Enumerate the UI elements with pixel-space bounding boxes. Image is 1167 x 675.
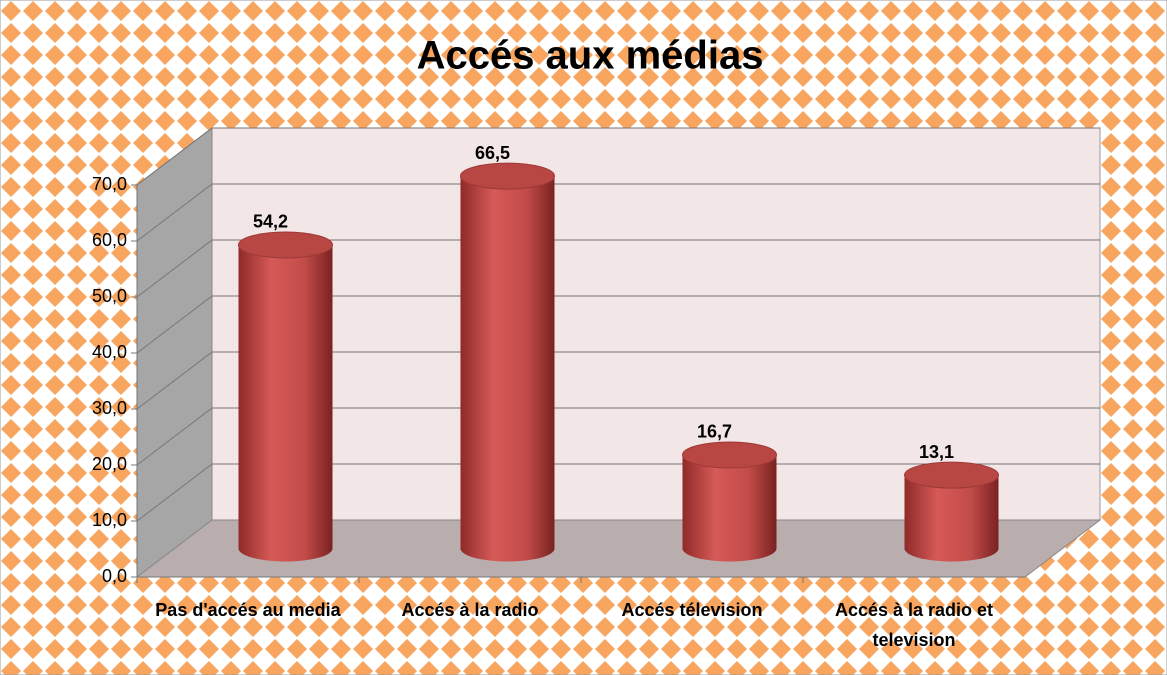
bar-top <box>238 231 333 259</box>
bar <box>904 475 999 562</box>
data-label: 13,1 <box>919 442 954 462</box>
grid-line <box>136 295 1100 354</box>
y-tick-label: 60,0 <box>92 230 127 250</box>
y-tick-label: 20,0 <box>92 454 127 474</box>
x-tick-label: Accés à la radio <box>401 600 539 620</box>
back-wall <box>211 127 1101 521</box>
data-label: 54,2 <box>253 212 288 232</box>
y-tick-label: 40,0 <box>92 342 127 362</box>
y-tick-label: 70,0 <box>92 174 127 194</box>
bar <box>460 176 555 562</box>
x-tick-label: Pas d'accés au media <box>155 600 341 620</box>
side-wall <box>136 126 213 579</box>
grid-line <box>136 463 1100 522</box>
y-tick-label: 50,0 <box>92 286 127 306</box>
bar-top <box>460 162 555 190</box>
bar-top <box>682 441 777 469</box>
x-tick-label: Accés télevision <box>621 600 763 620</box>
x-tick-label: Accés à la radio et television <box>834 600 994 650</box>
bar <box>682 454 777 562</box>
bar <box>238 244 333 562</box>
grid-line <box>136 183 1100 242</box>
y-tick-label: 10,0 <box>92 510 127 530</box>
grid-line <box>136 407 1100 466</box>
y-tick-label: 30,0 <box>92 398 127 418</box>
y-tick-label: 0,0 <box>102 566 127 586</box>
grid-line <box>136 351 1100 410</box>
data-label: 66,5 <box>475 143 510 163</box>
grid-line <box>136 239 1100 298</box>
chart-title: Accés aux médias <box>417 34 764 78</box>
data-label: 16,7 <box>697 422 732 442</box>
bar-top <box>904 461 999 489</box>
grid-line <box>136 127 1100 186</box>
